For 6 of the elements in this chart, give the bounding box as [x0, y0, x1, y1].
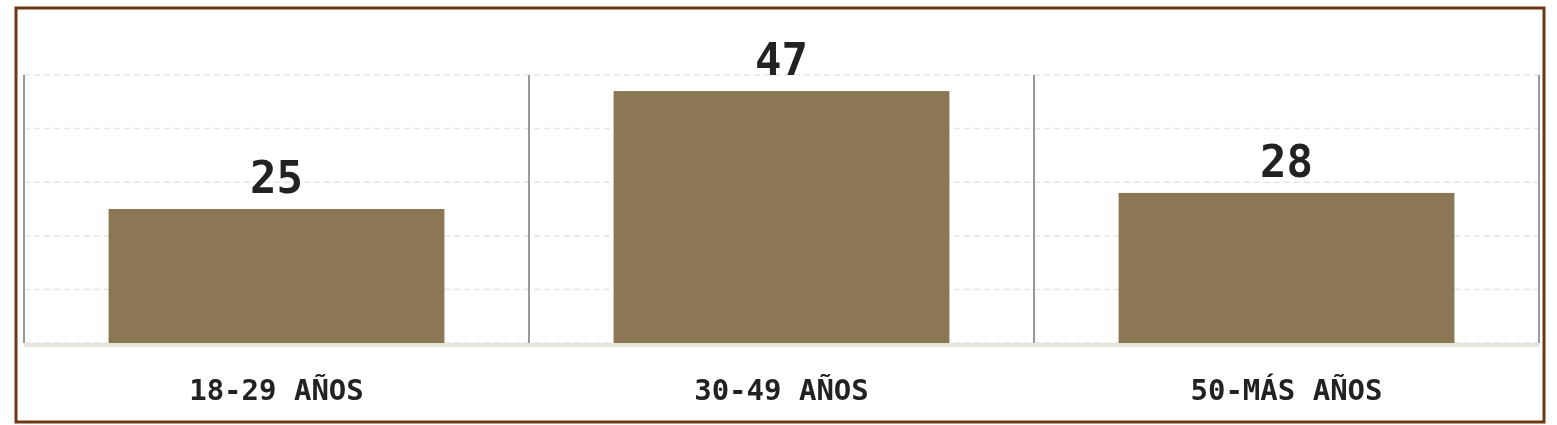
data-label: 28: [1260, 135, 1313, 187]
x-tick-label: 30-49 AÑOS: [694, 373, 869, 407]
data-label: 47: [755, 34, 808, 86]
x-tick-label: 50-MÁS AÑOS: [1190, 373, 1383, 407]
x-tick-label: 18-29 AÑOS: [189, 373, 364, 407]
data-label: 25: [250, 152, 303, 203]
